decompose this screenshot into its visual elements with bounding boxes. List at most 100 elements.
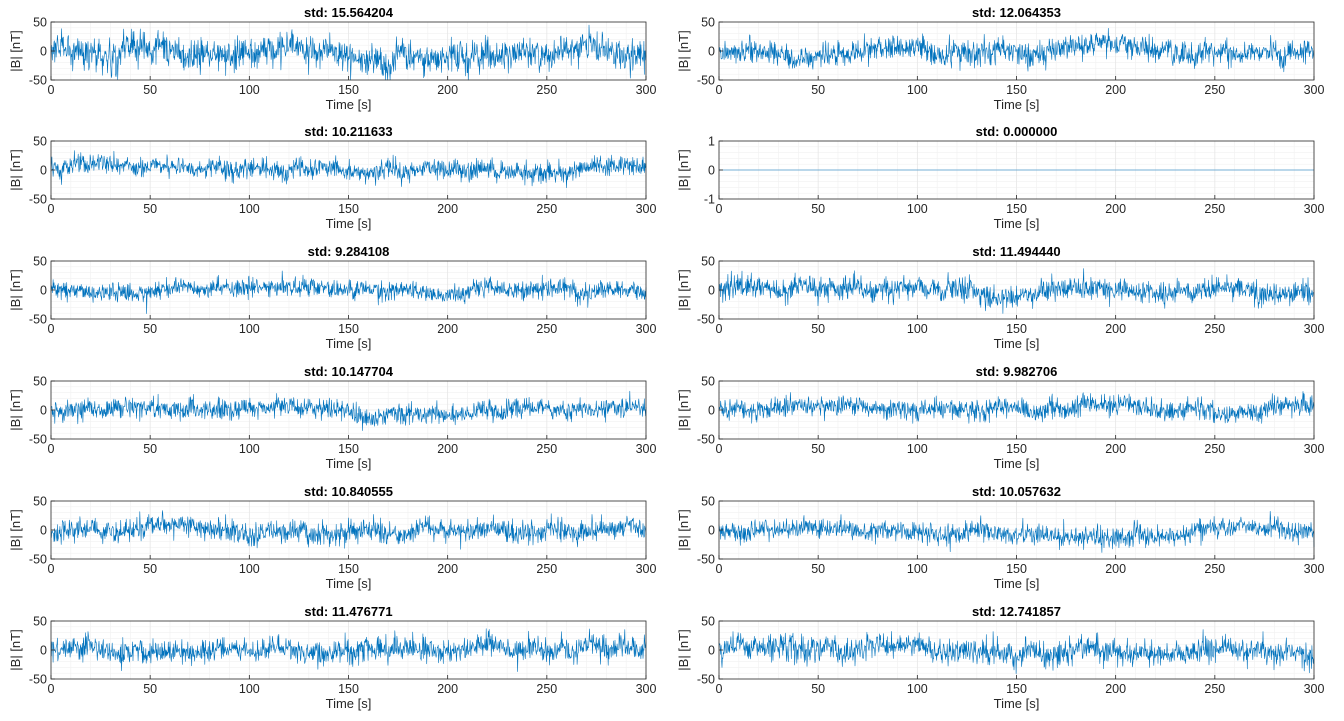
y-tick-label: -50 [29, 74, 47, 88]
x-tick-label: 200 [1105, 83, 1126, 97]
plot-title: std: 10.057632 [972, 484, 1061, 499]
x-tick-label: 100 [239, 562, 260, 576]
y-tick-label: 50 [701, 255, 715, 269]
x-axis-label: Time [s] [326, 456, 372, 471]
y-tick-label: 0 [40, 524, 47, 538]
x-tick-label: 100 [907, 562, 928, 576]
x-tick-label: 50 [811, 322, 825, 336]
x-tick-label: 300 [1304, 442, 1325, 456]
y-tick-label: -50 [697, 74, 715, 88]
y-tick-label: 50 [701, 495, 715, 509]
plot-title: std: 9.982706 [976, 364, 1058, 379]
plot-title: std: 11.476771 [304, 604, 392, 619]
y-tick-label: 50 [33, 375, 47, 389]
x-tick-label: 50 [143, 562, 157, 576]
x-tick-label: 150 [1006, 202, 1027, 216]
x-tick-label: 0 [716, 682, 723, 696]
x-tick-label: 300 [636, 442, 657, 456]
x-tick-label: 0 [716, 83, 723, 97]
plot-title: std: 0.000000 [976, 124, 1058, 139]
x-tick-label: 50 [143, 442, 157, 456]
x-tick-label: 200 [437, 562, 458, 576]
x-tick-label: 250 [1204, 202, 1225, 216]
data-line [718, 28, 1315, 73]
x-tick-label: 200 [1105, 682, 1126, 696]
x-tick-label: 0 [48, 322, 55, 336]
x-axis-label: Time [s] [994, 216, 1040, 231]
x-tick-label: 0 [48, 682, 55, 696]
x-tick-label: 50 [811, 442, 825, 456]
y-tick-label: 0 [40, 404, 47, 418]
y-tick-label: 50 [701, 615, 715, 629]
x-tick-label: 300 [636, 682, 657, 696]
x-axis-label: Time [s] [326, 216, 372, 231]
x-tick-label: 150 [338, 442, 359, 456]
y-tick-label: -50 [697, 433, 715, 447]
y-tick-label: -1 [704, 193, 715, 207]
x-tick-label: 200 [437, 202, 458, 216]
y-tick-label: 50 [701, 375, 715, 389]
x-tick-label: 200 [1105, 442, 1126, 456]
x-tick-label: 0 [48, 83, 55, 97]
y-tick-label: 50 [33, 135, 47, 149]
x-tick-label: 150 [1006, 562, 1027, 576]
y-tick-label: 1 [708, 135, 715, 149]
x-tick-label: 250 [536, 442, 557, 456]
y-tick-label: 0 [708, 284, 715, 298]
y-tick-label: 50 [33, 615, 47, 629]
y-tick-label: -50 [29, 313, 47, 327]
x-tick-label: 200 [437, 83, 458, 97]
x-tick-label: 100 [907, 83, 928, 97]
x-tick-label: 50 [143, 83, 157, 97]
y-tick-label: 50 [33, 16, 47, 30]
x-tick-label: 50 [143, 682, 157, 696]
x-tick-label: 50 [143, 202, 157, 216]
y-axis-label: |B| [nT] [676, 30, 691, 71]
y-axis-label: |B| [nT] [8, 629, 23, 670]
data-line [718, 629, 1315, 674]
x-tick-label: 100 [907, 682, 928, 696]
x-tick-label: 0 [48, 202, 55, 216]
x-tick-label: 200 [1105, 322, 1126, 336]
x-tick-label: 100 [239, 83, 260, 97]
x-tick-label: 200 [437, 682, 458, 696]
x-tick-label: 150 [338, 682, 359, 696]
y-axis-label: |B| [nT] [8, 269, 23, 310]
plot-title: std: 9.284108 [308, 244, 390, 259]
y-tick-label: 50 [33, 255, 47, 269]
x-tick-label: 250 [536, 322, 557, 336]
x-tick-label: 150 [1006, 83, 1027, 97]
x-axis-label: Time [s] [326, 576, 372, 591]
x-tick-label: 150 [1006, 442, 1027, 456]
x-tick-label: 250 [536, 562, 557, 576]
plot-title: std: 10.211633 [304, 124, 392, 139]
x-tick-label: 300 [1304, 83, 1325, 97]
x-tick-label: 100 [239, 682, 260, 696]
x-tick-label: 300 [636, 562, 657, 576]
x-tick-label: 150 [1006, 322, 1027, 336]
y-tick-label: 0 [708, 644, 715, 658]
x-axis-label: Time [s] [994, 456, 1040, 471]
x-tick-label: 0 [716, 322, 723, 336]
x-tick-label: 0 [48, 562, 55, 576]
x-tick-label: 250 [1204, 83, 1225, 97]
plot-title: std: 12.064353 [972, 5, 1061, 20]
y-axis-label: |B| [nT] [676, 629, 691, 670]
x-tick-label: 150 [338, 562, 359, 576]
y-tick-label: 0 [40, 644, 47, 658]
y-axis-label: |B| [nT] [8, 509, 23, 550]
y-tick-label: 50 [33, 495, 47, 509]
x-tick-label: 250 [536, 202, 557, 216]
plot-title: std: 10.147704 [304, 364, 394, 379]
y-tick-label: 0 [708, 404, 715, 418]
y-tick-label: 0 [708, 164, 715, 178]
